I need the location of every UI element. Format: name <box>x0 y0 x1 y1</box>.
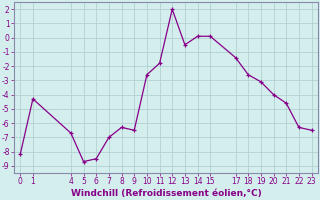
X-axis label: Windchill (Refroidissement éolien,°C): Windchill (Refroidissement éolien,°C) <box>70 189 261 198</box>
